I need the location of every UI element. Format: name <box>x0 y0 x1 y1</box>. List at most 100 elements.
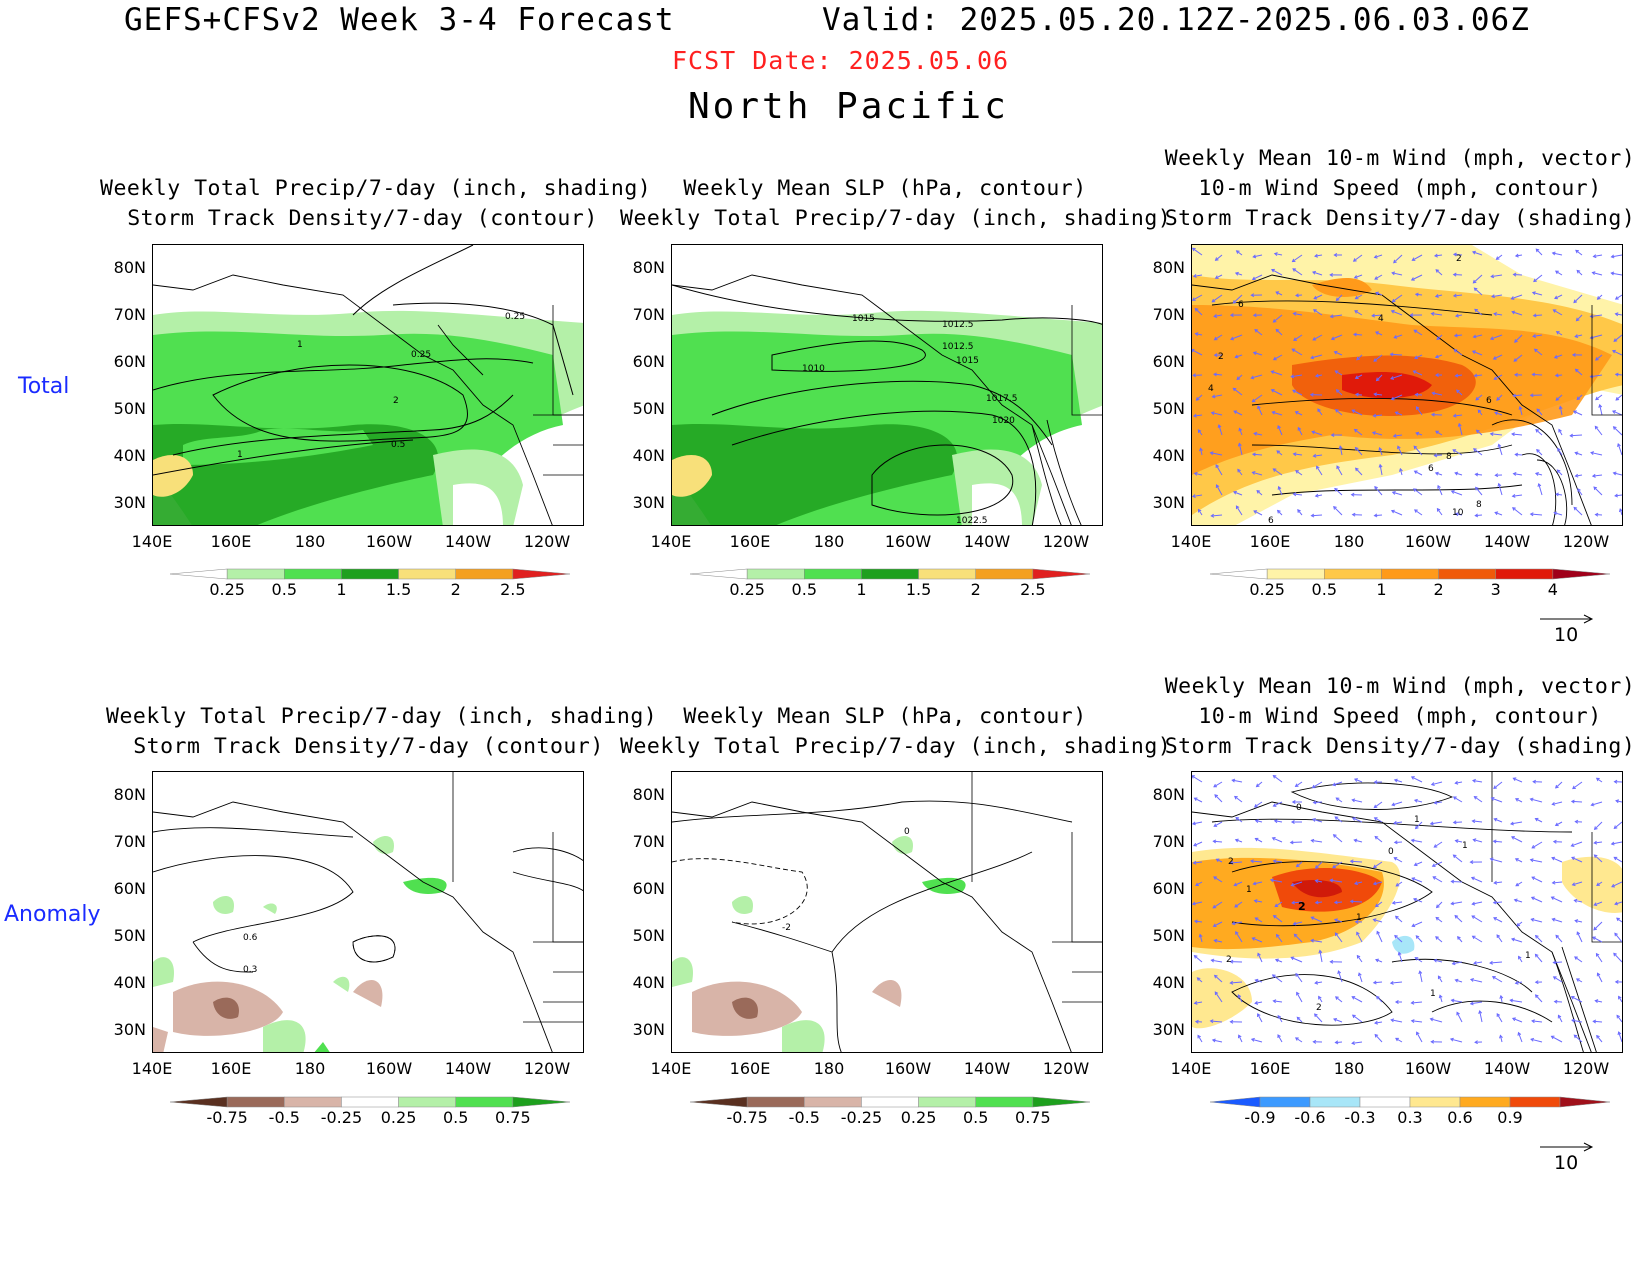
wind-vector <box>1395 1037 1403 1043</box>
colorbar-swatch <box>861 1096 919 1108</box>
lat-tick-label: 30N <box>113 493 146 512</box>
colorbar-tick-label: 4 <box>1547 580 1558 599</box>
wind-vector-head <box>1614 312 1619 317</box>
wind-vector-head <box>1413 488 1417 492</box>
wind-vector-head <box>1291 258 1296 263</box>
wind-vector-head <box>1593 926 1598 931</box>
wind-vector-head <box>1354 295 1359 300</box>
lat-tick-label: 60N <box>113 879 146 898</box>
wind-vector-head <box>1454 373 1459 378</box>
wind-vector <box>1373 354 1383 362</box>
lon-tick-label: 120W <box>1042 532 1090 551</box>
wind-vector-head <box>1596 972 1601 977</box>
wind-vector-head <box>1193 955 1198 959</box>
wind-vector <box>1237 469 1243 476</box>
wind-vector-head <box>1434 471 1439 476</box>
wind-vector <box>1511 836 1523 843</box>
wind-vector <box>1391 1019 1403 1023</box>
wind-vector <box>1199 934 1203 943</box>
wind-vector <box>1213 781 1223 788</box>
wind-vector <box>1552 918 1563 923</box>
wind-vector <box>1576 394 1583 400</box>
colorbar-tick-label: 0.5 <box>442 1108 469 1127</box>
wind-vector-head <box>1334 370 1339 374</box>
wind-vector-head <box>1517 1031 1522 1036</box>
wind-vector <box>1375 331 1383 336</box>
wind-vector <box>1515 798 1523 803</box>
wind-vector <box>1434 254 1443 257</box>
lat-tick-label: 30N <box>632 493 665 512</box>
wind-vector-head <box>1418 970 1423 975</box>
wind-vector <box>1234 901 1243 908</box>
wind-vector-head <box>1253 804 1258 808</box>
wind-vector <box>1413 370 1423 376</box>
wind-vector-head <box>1238 427 1243 432</box>
wind-vector-head <box>1449 1037 1454 1042</box>
wind-vector <box>1352 1041 1363 1044</box>
wind-vector-head <box>1433 453 1438 458</box>
wind-vector-head <box>1493 376 1498 380</box>
wind-vector <box>1332 781 1343 786</box>
lon-tick-label: 140W <box>1483 1059 1531 1078</box>
lon-tick-label: 160E <box>210 1059 252 1078</box>
contour-label: 1012.5 <box>942 342 974 352</box>
wind-vector-head <box>1213 353 1218 358</box>
wind-vector <box>1275 291 1283 296</box>
wind-vector <box>1455 314 1463 317</box>
wind-vector <box>1591 801 1603 806</box>
wind-vector <box>1615 394 1622 401</box>
wind-vector-head <box>1195 882 1199 887</box>
wind-vector-head <box>1552 960 1557 965</box>
colorbar-swatch <box>1210 1096 1261 1108</box>
wind-vector <box>1515 858 1523 863</box>
wind-vector <box>1312 818 1323 823</box>
contour-label: -2 <box>782 923 791 933</box>
wind-vector-head <box>1572 785 1576 790</box>
wind-vector <box>1375 901 1383 907</box>
wind-vector-head <box>1430 311 1435 316</box>
wind-vector <box>1335 370 1343 376</box>
wind-vector <box>1250 860 1263 863</box>
colorbar-tick-label: -0.5 <box>268 1108 300 1127</box>
wind-vector <box>1215 464 1223 476</box>
wind-vector-head <box>1469 860 1474 865</box>
wind-vector-head <box>1270 389 1275 393</box>
wind-vector-head <box>1316 465 1320 470</box>
wind-vector-head <box>1311 430 1316 435</box>
wind-vector-head <box>1297 509 1301 513</box>
colorbar-tick-label: 0.5 <box>1311 580 1337 599</box>
wind-vector <box>1493 313 1503 316</box>
lat-tick-label: 50N <box>632 926 665 945</box>
colorbar-swatch <box>170 1096 228 1108</box>
wind-vector <box>1615 313 1622 316</box>
colorbar-swatch <box>1324 568 1382 580</box>
wind-vector <box>1576 978 1583 983</box>
wind-vector <box>1414 354 1423 359</box>
wind-vector-head <box>1295 863 1300 868</box>
wind-vector-head <box>1493 785 1497 790</box>
colorbar-swatch <box>398 1096 456 1108</box>
wind-vector <box>1611 254 1622 258</box>
wind-vector-head <box>1199 447 1203 452</box>
wind-vector <box>1276 450 1283 456</box>
wind-vector-head <box>1310 513 1315 518</box>
wind-vector-head <box>1598 403 1603 408</box>
wind-vector-head <box>1233 410 1238 414</box>
contour-label: 1017.5 <box>986 394 1018 404</box>
wind-vector-head <box>1412 897 1417 902</box>
wind-vector-head <box>1352 258 1357 262</box>
wind-vector-head <box>1514 980 1519 985</box>
wind-vector-head <box>1249 859 1254 864</box>
wind-vector-head <box>1512 393 1517 398</box>
wind-vector <box>1399 468 1403 476</box>
wind-vector <box>1294 933 1303 943</box>
wind-vector-head <box>1193 919 1198 924</box>
wind-vector <box>1490 858 1503 863</box>
colorbar-swatch <box>455 1096 514 1108</box>
wind-vector <box>1594 841 1603 844</box>
wind-vector-head <box>1410 838 1415 843</box>
wind-vector <box>1451 490 1463 496</box>
lat-tick-label: 50N <box>632 399 665 418</box>
wind-vector <box>1594 901 1603 906</box>
wind-vector-head <box>1310 355 1315 360</box>
